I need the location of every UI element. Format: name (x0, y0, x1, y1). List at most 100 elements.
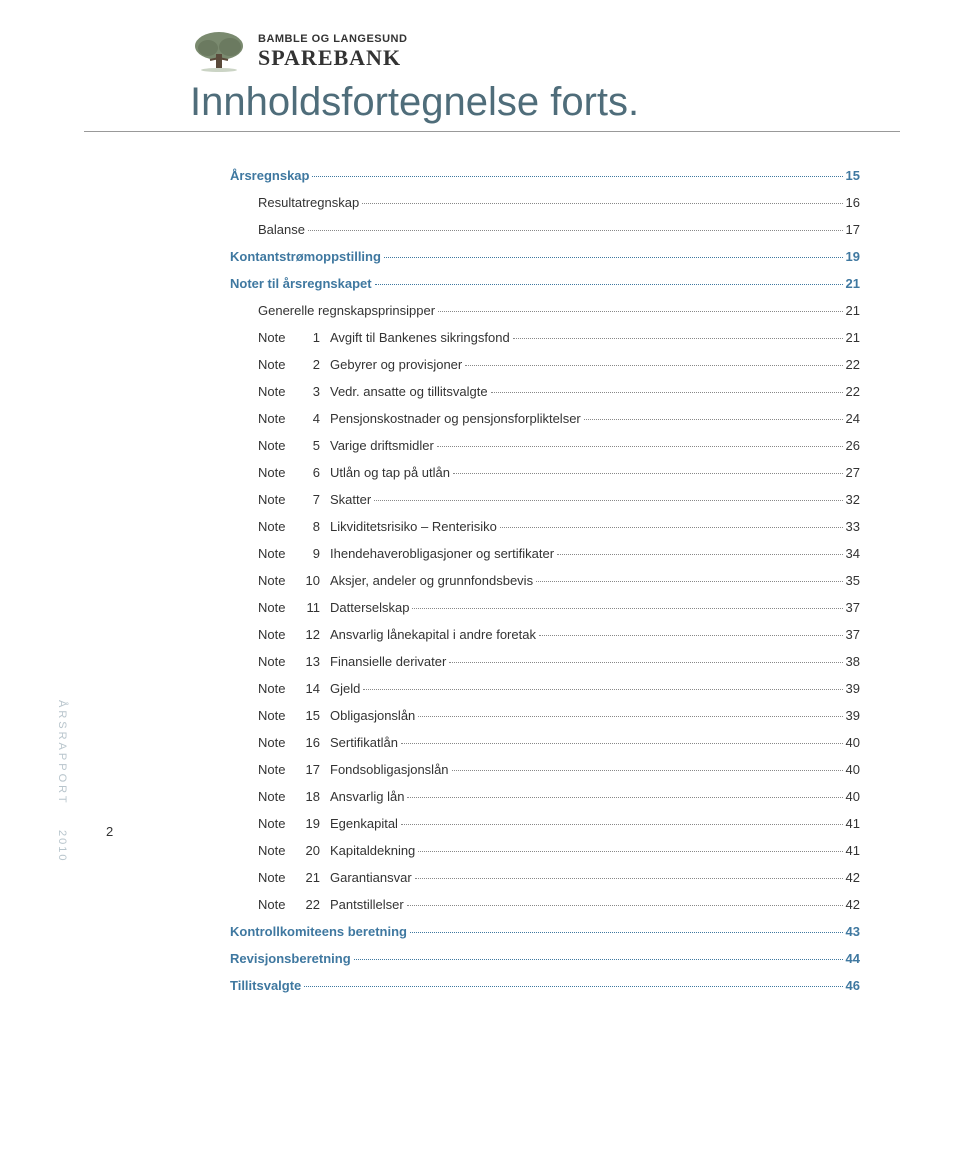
toc-label: Note2Gebyrer og provisjoner (258, 357, 462, 372)
toc-page: 40 (846, 762, 860, 777)
title-rule (84, 131, 900, 132)
toc-label: Revisjonsberetning (230, 951, 351, 966)
toc-entry[interactable]: Note18Ansvarlig lån 40 (230, 789, 860, 804)
note-title: Garantiansvar (330, 870, 412, 885)
toc-leader (437, 446, 843, 447)
toc-entry[interactable]: Note17Fondsobligasjonslån 40 (230, 762, 860, 777)
toc-leader (354, 959, 843, 960)
toc-entry[interactable]: Noter til årsregnskapet 21 (230, 276, 860, 291)
toc-leader (407, 905, 843, 906)
toc-entry[interactable]: Note10Aksjer, andeler og grunnfondsbevis… (230, 573, 860, 588)
toc-entry[interactable]: Note21Garantiansvar 42 (230, 870, 860, 885)
toc-page: 27 (846, 465, 860, 480)
toc-leader (401, 824, 843, 825)
note-prefix: Note (258, 438, 296, 453)
toc-entry[interactable]: Note1Avgift til Bankenes sikringsfond 21 (230, 330, 860, 345)
toc-label: Note19Egenkapital (258, 816, 398, 831)
toc-leader (304, 986, 842, 987)
note-prefix: Note (258, 735, 296, 750)
toc-entry[interactable]: Note13Finansielle derivater 38 (230, 654, 860, 669)
toc-page: 44 (846, 951, 860, 966)
toc-label: Balanse (258, 222, 305, 237)
note-number: 9 (296, 546, 320, 561)
toc-page: 46 (846, 978, 860, 993)
toc-leader (375, 284, 843, 285)
note-prefix: Note (258, 816, 296, 831)
toc-page: 42 (846, 870, 860, 885)
toc-entry[interactable]: Note8Likviditetsrisiko – Renterisiko 33 (230, 519, 860, 534)
toc-label: Årsregnskap (230, 168, 309, 183)
toc-entry[interactable]: Note15Obligasjonslån 39 (230, 708, 860, 723)
toc-leader (453, 473, 843, 474)
toc-entry[interactable]: Årsregnskap 15 (230, 168, 860, 183)
toc-entry[interactable]: Note3Vedr. ansatte og tillitsvalgte 22 (230, 384, 860, 399)
toc-entry[interactable]: Note7Skatter 32 (230, 492, 860, 507)
tree-icon (190, 30, 248, 72)
toc-entry[interactable]: Note2Gebyrer og provisjoner 22 (230, 357, 860, 372)
note-title: Pensjonskostnader og pensjonsforpliktels… (330, 411, 581, 426)
toc-label: Note4Pensjonskostnader og pensjonsforpli… (258, 411, 581, 426)
toc-leader (513, 338, 843, 339)
note-title: Finansielle derivater (330, 654, 446, 669)
toc-entry[interactable]: Note14Gjeld 39 (230, 681, 860, 696)
note-prefix: Note (258, 762, 296, 777)
note-number: 14 (296, 681, 320, 696)
toc-leader (418, 716, 842, 717)
toc-entry[interactable]: Resultatregnskap 16 (230, 195, 860, 210)
toc-leader (401, 743, 843, 744)
toc-leader (536, 581, 842, 582)
toc-label: Note12Ansvarlig lånekapital i andre fore… (258, 627, 536, 642)
toc-entry[interactable]: Note20Kapitaldekning 41 (230, 843, 860, 858)
toc-entry[interactable]: Note16Sertifikatlån 40 (230, 735, 860, 750)
toc-leader (415, 878, 843, 879)
note-title: Datterselskap (330, 600, 409, 615)
toc-label: Note3Vedr. ansatte og tillitsvalgte (258, 384, 488, 399)
toc-label: Generelle regnskapsprinsipper (258, 303, 435, 318)
note-prefix: Note (258, 600, 296, 615)
toc-entry[interactable]: Generelle regnskapsprinsipper 21 (230, 303, 860, 318)
toc-entry[interactable]: Note4Pensjonskostnader og pensjonsforpli… (230, 411, 860, 426)
note-title: Ihendehaverobligasjoner og sertifikater (330, 546, 554, 561)
note-title: Skatter (330, 492, 371, 507)
toc-entry[interactable]: Note11Datterselskap 37 (230, 600, 860, 615)
note-prefix: Note (258, 843, 296, 858)
toc-label: Note1Avgift til Bankenes sikringsfond (258, 330, 510, 345)
toc-entry[interactable]: Note6Utlån og tap på utlån 27 (230, 465, 860, 480)
toc-page: 41 (846, 843, 860, 858)
toc-leader (362, 203, 842, 204)
toc-leader (407, 797, 842, 798)
toc-label: Resultatregnskap (258, 195, 359, 210)
note-prefix: Note (258, 411, 296, 426)
toc-entry[interactable]: Note22Pantstillelser 42 (230, 897, 860, 912)
toc-entry[interactable]: Tillitsvalgte 46 (230, 978, 860, 993)
note-title: Gjeld (330, 681, 360, 696)
toc-entry[interactable]: Kontrollkomiteens beretning 43 (230, 924, 860, 939)
toc-entry[interactable]: Revisjonsberetning 44 (230, 951, 860, 966)
note-title: Sertifikatlån (330, 735, 398, 750)
toc-page: 42 (846, 897, 860, 912)
toc-leader (465, 365, 842, 366)
note-prefix: Note (258, 519, 296, 534)
toc-page: 16 (846, 195, 860, 210)
note-number: 16 (296, 735, 320, 750)
toc-entry[interactable]: Kontantstrømoppstilling 19 (230, 249, 860, 264)
logo-main-text: SPAREBANK (258, 47, 407, 69)
page-title: Innholdsfortegnelse forts. (190, 80, 900, 125)
toc-entry[interactable]: Note12Ansvarlig lånekapital i andre fore… (230, 627, 860, 642)
toc-entry[interactable]: Note19Egenkapital 41 (230, 816, 860, 831)
toc-label: Note11Datterselskap (258, 600, 409, 615)
note-number: 2 (296, 357, 320, 372)
toc-page: 22 (846, 384, 860, 399)
note-prefix: Note (258, 870, 296, 885)
note-prefix: Note (258, 573, 296, 588)
toc-entry[interactable]: Note5Varige driftsmidler 26 (230, 438, 860, 453)
toc-page: 24 (846, 411, 860, 426)
note-prefix: Note (258, 681, 296, 696)
toc-page: 38 (846, 654, 860, 669)
toc-entry[interactable]: Balanse 17 (230, 222, 860, 237)
note-title: Likviditetsrisiko – Renterisiko (330, 519, 497, 534)
toc-label: Note20Kapitaldekning (258, 843, 415, 858)
toc-entry[interactable]: Note9Ihendehaverobligasjoner og sertifik… (230, 546, 860, 561)
toc-leader (491, 392, 843, 393)
note-number: 12 (296, 627, 320, 642)
